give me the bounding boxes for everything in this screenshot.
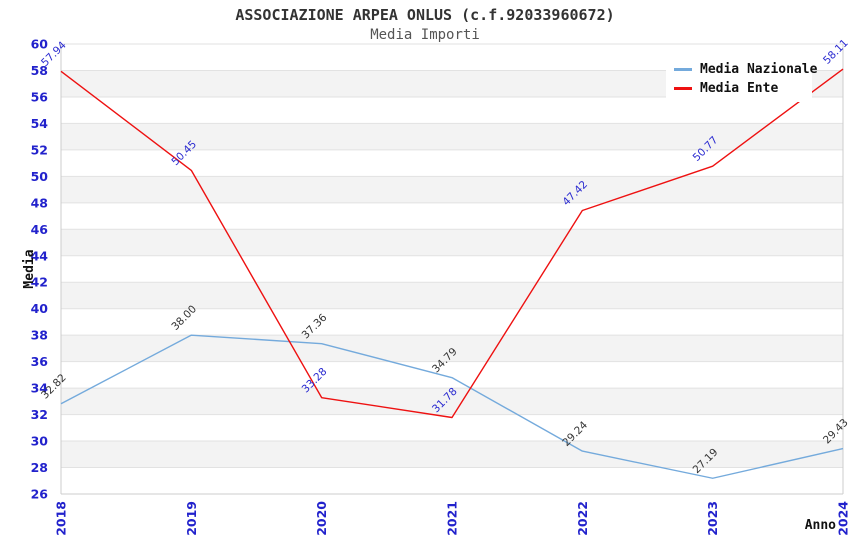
y-tick-label: 44 xyxy=(31,248,49,263)
series-line-media-nazionale xyxy=(60,334,844,479)
y-axis-title: Media xyxy=(22,249,37,288)
legend-item-media-ente: Media Ente xyxy=(674,79,812,98)
legend-line-nazionale-icon xyxy=(674,68,692,71)
y-tick-label: 46 xyxy=(31,222,49,237)
y-tick-label: 30 xyxy=(31,434,49,449)
y-tick-label: 60 xyxy=(31,37,49,52)
x-tick-label: 2019 xyxy=(184,501,199,536)
plot-band xyxy=(61,335,843,362)
legend-line-ente-icon xyxy=(674,87,692,90)
y-tick-label: 42 xyxy=(31,275,48,290)
plot-band xyxy=(61,282,843,309)
x-tick-label: 2020 xyxy=(314,501,329,536)
y-tick-label: 50 xyxy=(31,169,49,184)
plot-band xyxy=(61,388,843,415)
y-tick-label: 36 xyxy=(31,354,49,369)
y-tick-label: 52 xyxy=(31,142,48,157)
plot-band xyxy=(61,441,843,468)
x-tick-label: 2018 xyxy=(54,501,69,536)
plot-band xyxy=(61,176,843,203)
chart-title: ASSOCIAZIONE ARPEA ONLUS (c.f.9203396067… xyxy=(235,6,615,24)
y-tick-label: 32 xyxy=(31,407,48,422)
y-tick-label: 54 xyxy=(31,116,49,131)
x-tick-label: 2022 xyxy=(575,501,590,536)
data-label: 58.11 xyxy=(821,37,850,67)
chart-subtitle: Media Importi xyxy=(370,27,480,43)
x-tick-label: 2021 xyxy=(445,501,460,536)
y-tick-label: 26 xyxy=(31,487,49,502)
plot-band xyxy=(61,123,843,150)
x-tick-label: 2024 xyxy=(836,501,850,536)
x-axis-title: Anno xyxy=(805,518,836,533)
y-tick-label: 58 xyxy=(31,63,48,78)
legend-label-media-nazionale: Media Nazionale xyxy=(700,62,818,77)
legend-label-media-ente: Media Ente xyxy=(700,81,779,96)
x-tick-label: 2023 xyxy=(705,501,720,536)
plot-band xyxy=(61,229,843,256)
y-tick-label: 28 xyxy=(31,460,48,475)
legend-item-media-nazionale: Media Nazionale xyxy=(674,60,817,79)
y-tick-label: 40 xyxy=(31,301,49,316)
y-tick-label: 56 xyxy=(31,89,49,104)
y-tick-label: 38 xyxy=(31,328,48,343)
y-tick-label: 48 xyxy=(31,195,48,210)
series-line-media-ente xyxy=(60,68,844,419)
legend: Media Nazionale Media Ente xyxy=(666,56,817,102)
y-tick-label: 34 xyxy=(31,381,49,396)
